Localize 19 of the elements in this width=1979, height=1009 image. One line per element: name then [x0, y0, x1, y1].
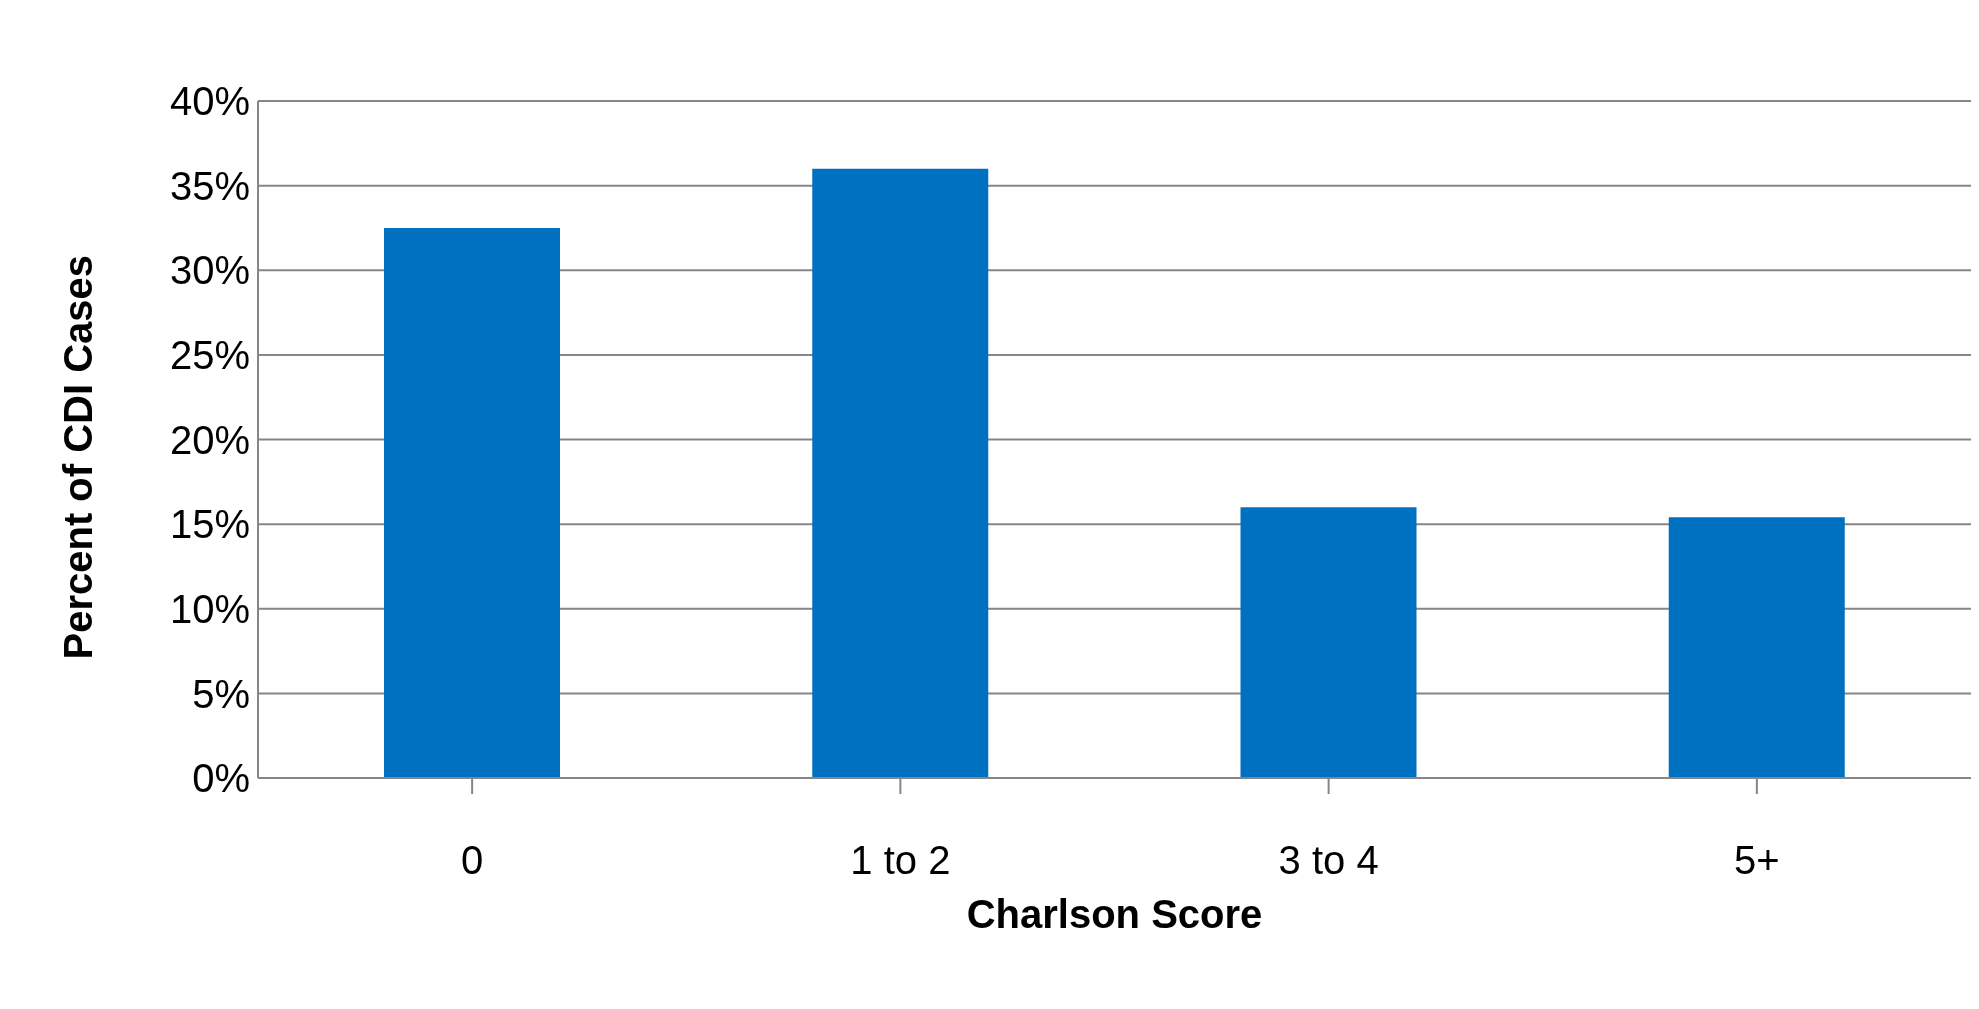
y-tick-label: 0% — [192, 756, 250, 801]
y-axis-title: Percent of CDI Cases — [56, 254, 101, 660]
x-tick-label: 5+ — [1734, 838, 1780, 883]
y-tick-label: 10% — [169, 586, 250, 631]
y-tick-label: 20% — [169, 417, 250, 462]
y-tick-label: 25% — [169, 333, 250, 378]
y-tick-label: 5% — [192, 671, 250, 716]
bar — [1668, 517, 1845, 778]
y-tick-label: 30% — [169, 248, 250, 293]
bar — [812, 168, 989, 778]
y-tick-label: 15% — [169, 502, 250, 547]
x-tick-label: 3 to 4 — [1278, 838, 1379, 883]
y-tick-label: 40% — [169, 79, 250, 124]
bar — [384, 227, 560, 778]
bar — [1240, 507, 1417, 778]
x-tick-label: 0 — [461, 838, 484, 883]
y-tick-label: 35% — [169, 163, 250, 208]
x-tick-label: 1 to 2 — [850, 838, 951, 883]
x-axis-title: Charlson Score — [966, 892, 1263, 936]
